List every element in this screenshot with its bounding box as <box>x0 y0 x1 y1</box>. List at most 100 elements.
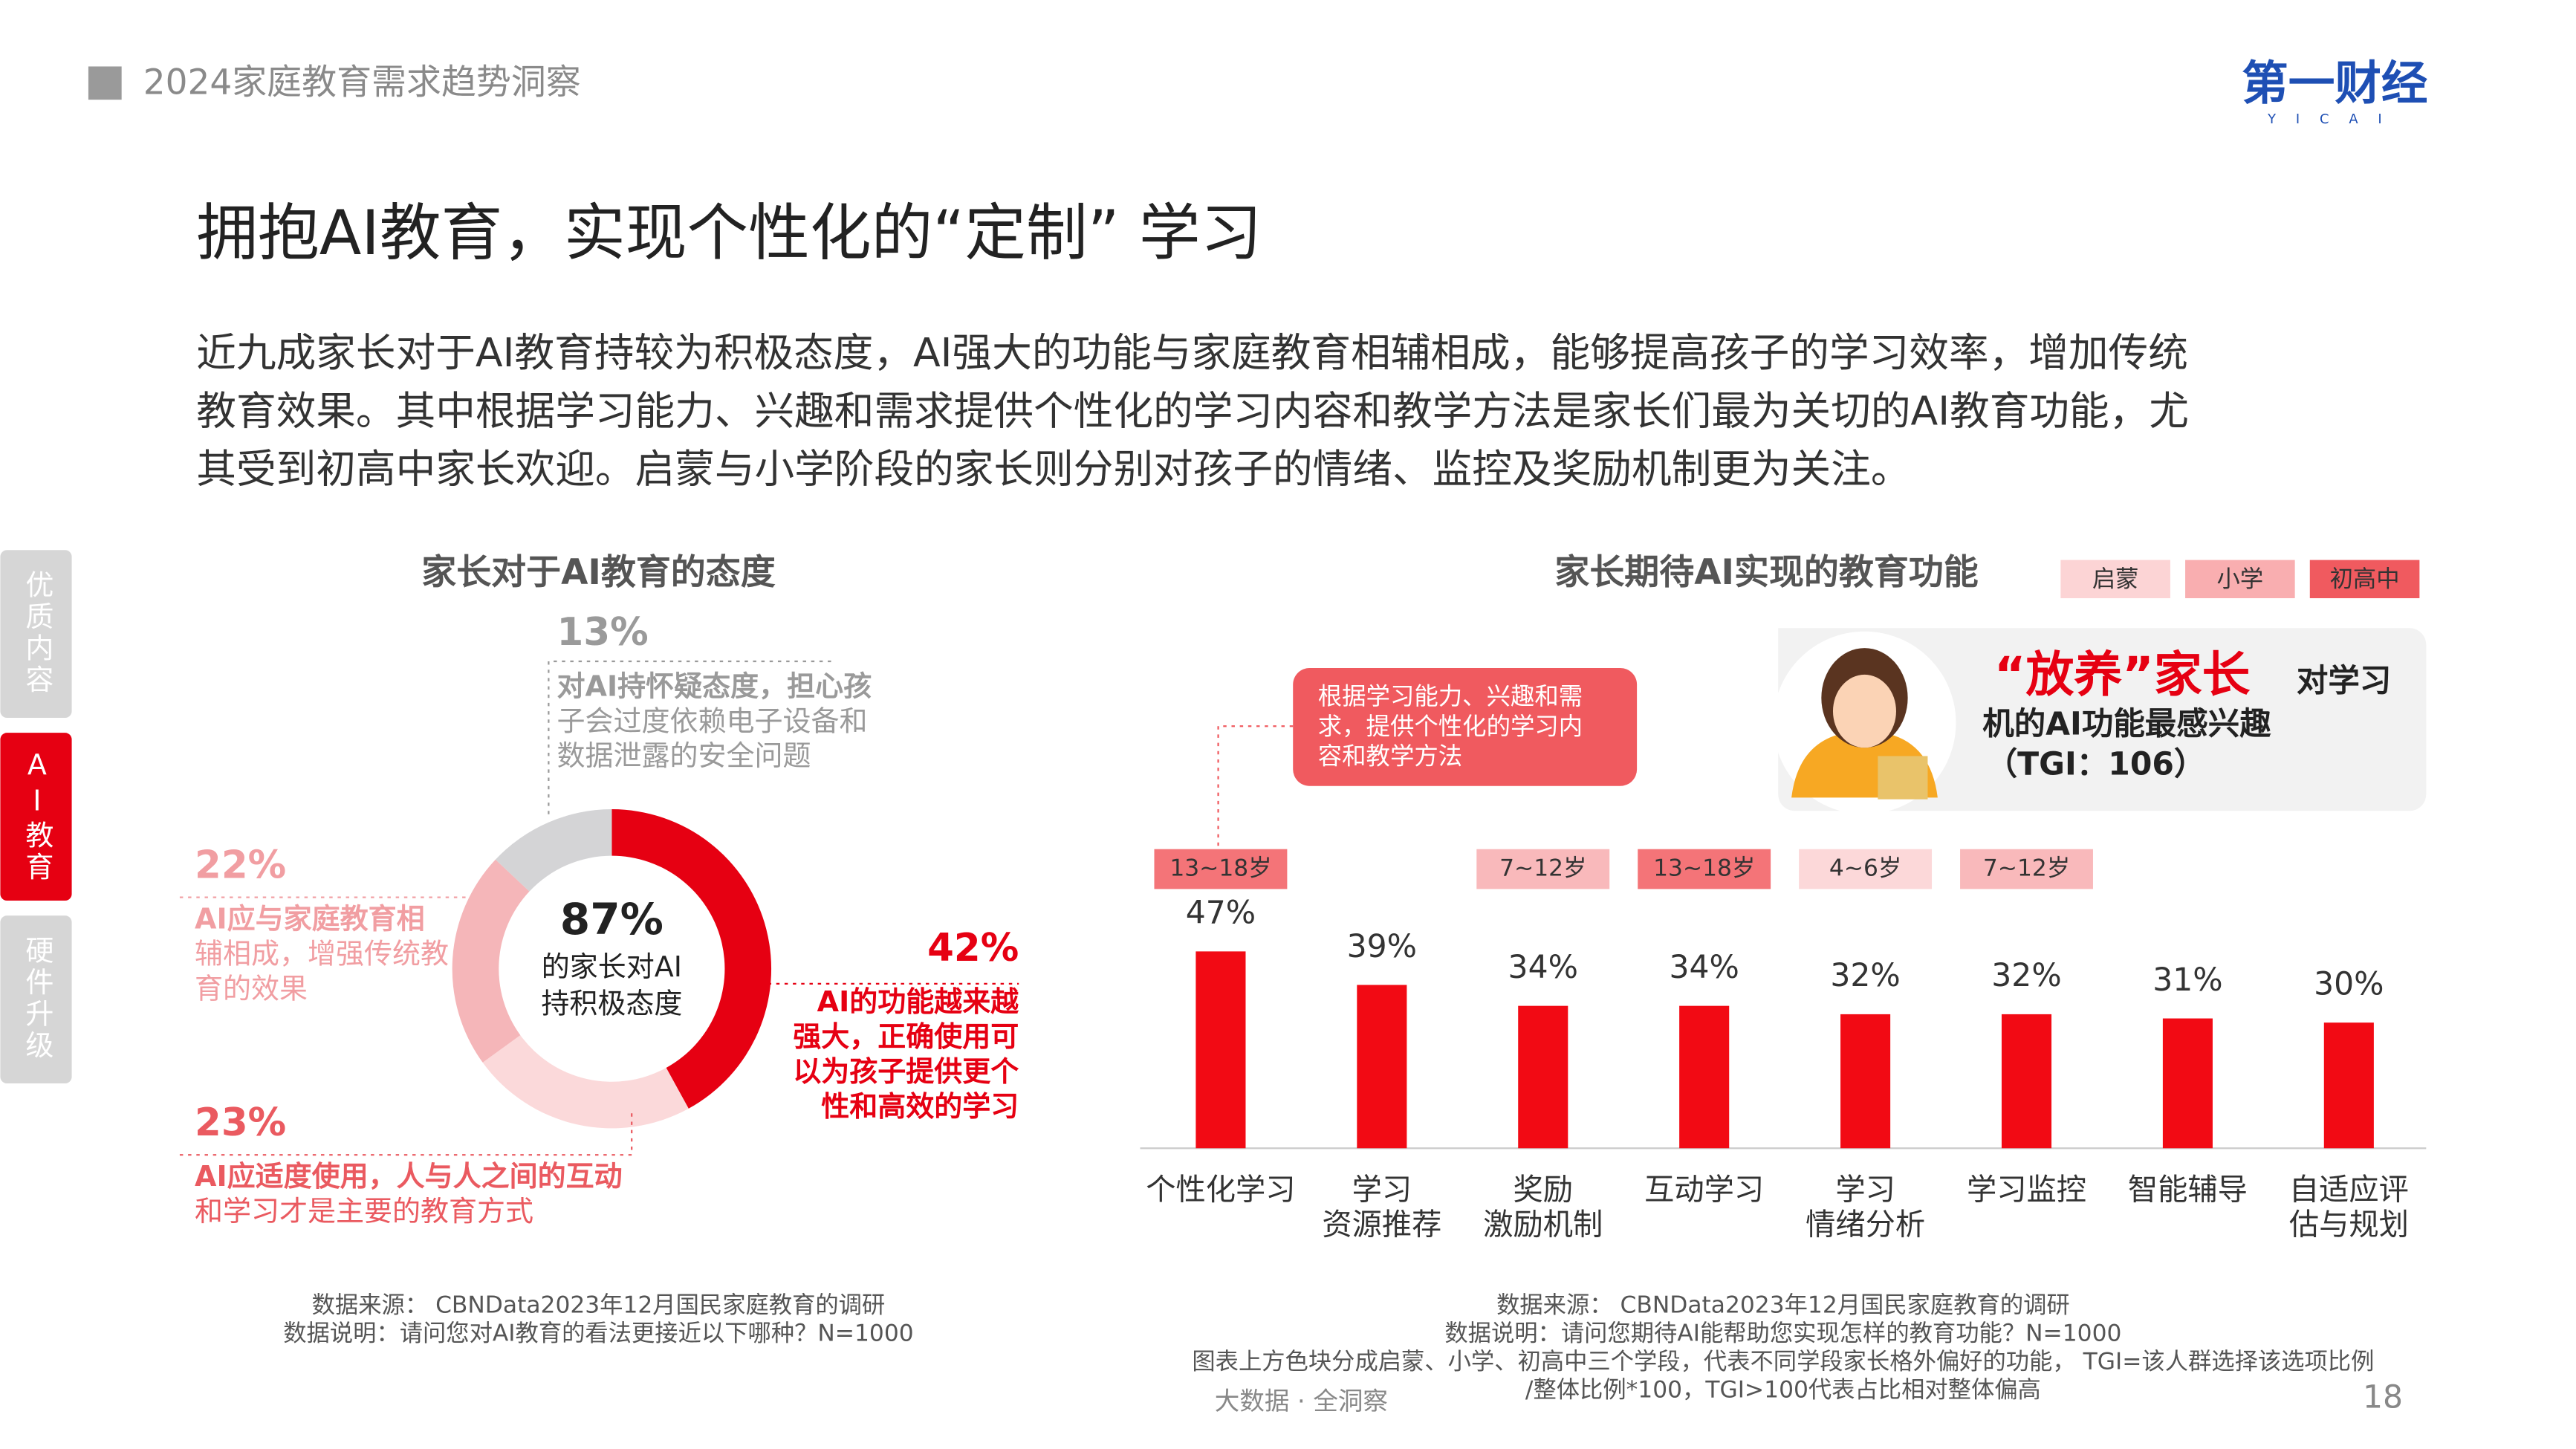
age-tag-label: 13~18岁 <box>1653 855 1755 882</box>
value-label: 22% <box>195 843 286 887</box>
donut-segment <box>611 809 772 1109</box>
x-tick-label: 学习 <box>1352 1173 1412 1207</box>
bar <box>1357 985 1407 1149</box>
callout-text: 根据学习能力、兴趣和需 <box>1318 682 1583 710</box>
age-tag-label: 13~18岁 <box>1169 855 1271 882</box>
x-tick-label: 估与规划 <box>2289 1208 2409 1242</box>
annotation: 数据泄露的安全问题 <box>557 739 811 772</box>
persona-text: 机的AI功能最感兴趣 <box>1982 707 2271 743</box>
footnote: 数据说明：请问您对AI教育的看法更接近以下哪种？N=1000 <box>283 1320 913 1347</box>
x-tick-label: 激励机制 <box>1483 1208 1603 1242</box>
x-tick-label: 个性化学习 <box>1146 1173 1295 1207</box>
footnote: 数据来源： CBNData2023年12月国民家庭教育的调研 <box>312 1292 886 1319</box>
footnote: /整体比例*100，TGI>100代表占比相对整体偏高 <box>1525 1377 2041 1404</box>
value-label: 23% <box>195 1100 286 1145</box>
side-tab-label: 优质内容 <box>21 570 53 696</box>
chart-title: 家长期待AI实现的教育功能 <box>1554 552 1978 593</box>
legend-swatch <box>2309 560 2420 599</box>
bar <box>1518 1005 1568 1149</box>
avatar <box>1773 631 1956 814</box>
x-tick-label: 学习 <box>1835 1173 1895 1207</box>
center-text: 的家长对AI <box>542 950 682 983</box>
bar <box>2001 1014 2052 1149</box>
annotation: 以为孩子提供更个 <box>793 1055 1019 1088</box>
bar <box>1840 1014 1891 1149</box>
donut-segment <box>495 809 612 892</box>
age-tag-label: 7~12岁 <box>1499 855 1586 882</box>
logo-sub: YICAI <box>2267 111 2401 127</box>
persona-text: （TGI：106） <box>1986 746 2206 782</box>
value-label: 42% <box>927 926 1019 970</box>
annotation: AI的功能越来越 <box>817 985 1020 1018</box>
age-tag-label: 7~12岁 <box>1983 855 2070 882</box>
center-value: 87% <box>560 894 664 944</box>
age-tag <box>1476 849 1610 889</box>
x-tick-label: 智能辅导 <box>2128 1173 2248 1207</box>
side-tab[interactable] <box>0 733 72 901</box>
body-line: 教育效果。其中根据学习能力、兴趣和需求提供个性化的学习内容和教学方法是家长们最为… <box>196 387 2189 434</box>
value-label: 32% <box>1830 958 1900 994</box>
bar <box>2323 1022 2374 1149</box>
report-name: 2024家庭教育需求趋势洞察 <box>143 62 581 103</box>
x-tick-label: 资源推荐 <box>1322 1208 1441 1242</box>
annotation: AI应与家庭教育相 <box>195 902 425 935</box>
value-label: 13% <box>557 610 649 655</box>
age-tag <box>1638 849 1771 889</box>
donut-segment <box>482 1035 689 1129</box>
bar <box>2162 1018 2213 1149</box>
annotation: 性和高效的学习 <box>821 1090 1019 1123</box>
chart-title: 家长对于AI教育的态度 <box>421 552 775 593</box>
legend-label: 启蒙 <box>2092 565 2139 592</box>
persona-highlight: “放养”家长 <box>1994 647 2251 703</box>
callout-text: 容和教学方法 <box>1318 742 1462 771</box>
age-tag-label: 4~6岁 <box>1829 855 1901 882</box>
legend-label: 小学 <box>2217 565 2264 592</box>
legend-label: 初高中 <box>2330 565 2400 592</box>
page-number: 18 <box>2363 1379 2403 1416</box>
side-tab[interactable] <box>0 550 72 719</box>
age-tag <box>1154 849 1288 889</box>
footnote: 数据说明：请问您期待AI能帮助您实现怎样的教育功能？N=1000 <box>1444 1320 2121 1347</box>
value-label: 47% <box>1186 895 1256 932</box>
age-tag <box>1799 849 1933 889</box>
body-line: 近九成家长对于AI教育持较为积极态度，AI强大的功能与家庭教育相辅相成，能够提高… <box>196 329 2188 376</box>
leader-line <box>179 1113 633 1156</box>
bar <box>1195 951 1246 1149</box>
x-tick-label: 奖励 <box>1514 1173 1574 1207</box>
value-label: 31% <box>2152 962 2222 999</box>
callout-connector <box>1217 725 1294 851</box>
side-tab[interactable] <box>0 915 72 1084</box>
donut-segment <box>452 859 530 1063</box>
bar <box>1679 1005 1730 1149</box>
x-tick-label: 自适应评 <box>2289 1173 2409 1207</box>
annotation: 育的效果 <box>195 972 308 1005</box>
value-label: 34% <box>1669 950 1739 986</box>
x-tick-label: 情绪分析 <box>1806 1208 1925 1242</box>
callout-text: 求，提供个性化的学习内 <box>1318 712 1583 740</box>
value-label: 34% <box>1508 950 1578 986</box>
side-tab-label: 硬件升级 <box>21 936 53 1062</box>
value-label: 32% <box>1991 958 2061 994</box>
annotation: 对AI持怀疑态度，担心孩 <box>557 670 872 702</box>
leader-line <box>548 660 837 814</box>
body-line: 其受到初高中家长欢迎。启蒙与小学阶段的家长则分别对孩子的情绪、监控及奖励机制更为… <box>196 446 1910 493</box>
age-tag <box>1960 849 2093 889</box>
header-mark <box>88 66 122 100</box>
slogan: 大数据 · 全洞察 <box>1215 1387 1388 1416</box>
annotation: 和学习才是主要的教育方式 <box>195 1195 533 1228</box>
x-tick-label: 互动学习 <box>1644 1173 1764 1207</box>
callout-box <box>1293 667 1638 786</box>
value-label: 30% <box>2314 966 2384 1002</box>
footnote: 图表上方色块分成启蒙、小学、初高中三个学段，代表不同学段家长格外偏好的功能， T… <box>1192 1349 2374 1375</box>
footnote: 数据来源： CBNData2023年12月国民家庭教育的调研 <box>1496 1292 2070 1319</box>
legend-swatch <box>2185 560 2295 599</box>
x-tick-label: 学习监控 <box>1967 1173 2086 1207</box>
side-tab-label: AI教育 <box>21 748 53 884</box>
logo: 第一财经 <box>2242 56 2427 110</box>
annotation: 辅相成，增强传统教 <box>195 937 449 970</box>
annotation: 强大，正确使用可 <box>793 1020 1019 1053</box>
persona-text: 对学习 <box>2297 664 2391 700</box>
value-label: 39% <box>1347 929 1417 965</box>
